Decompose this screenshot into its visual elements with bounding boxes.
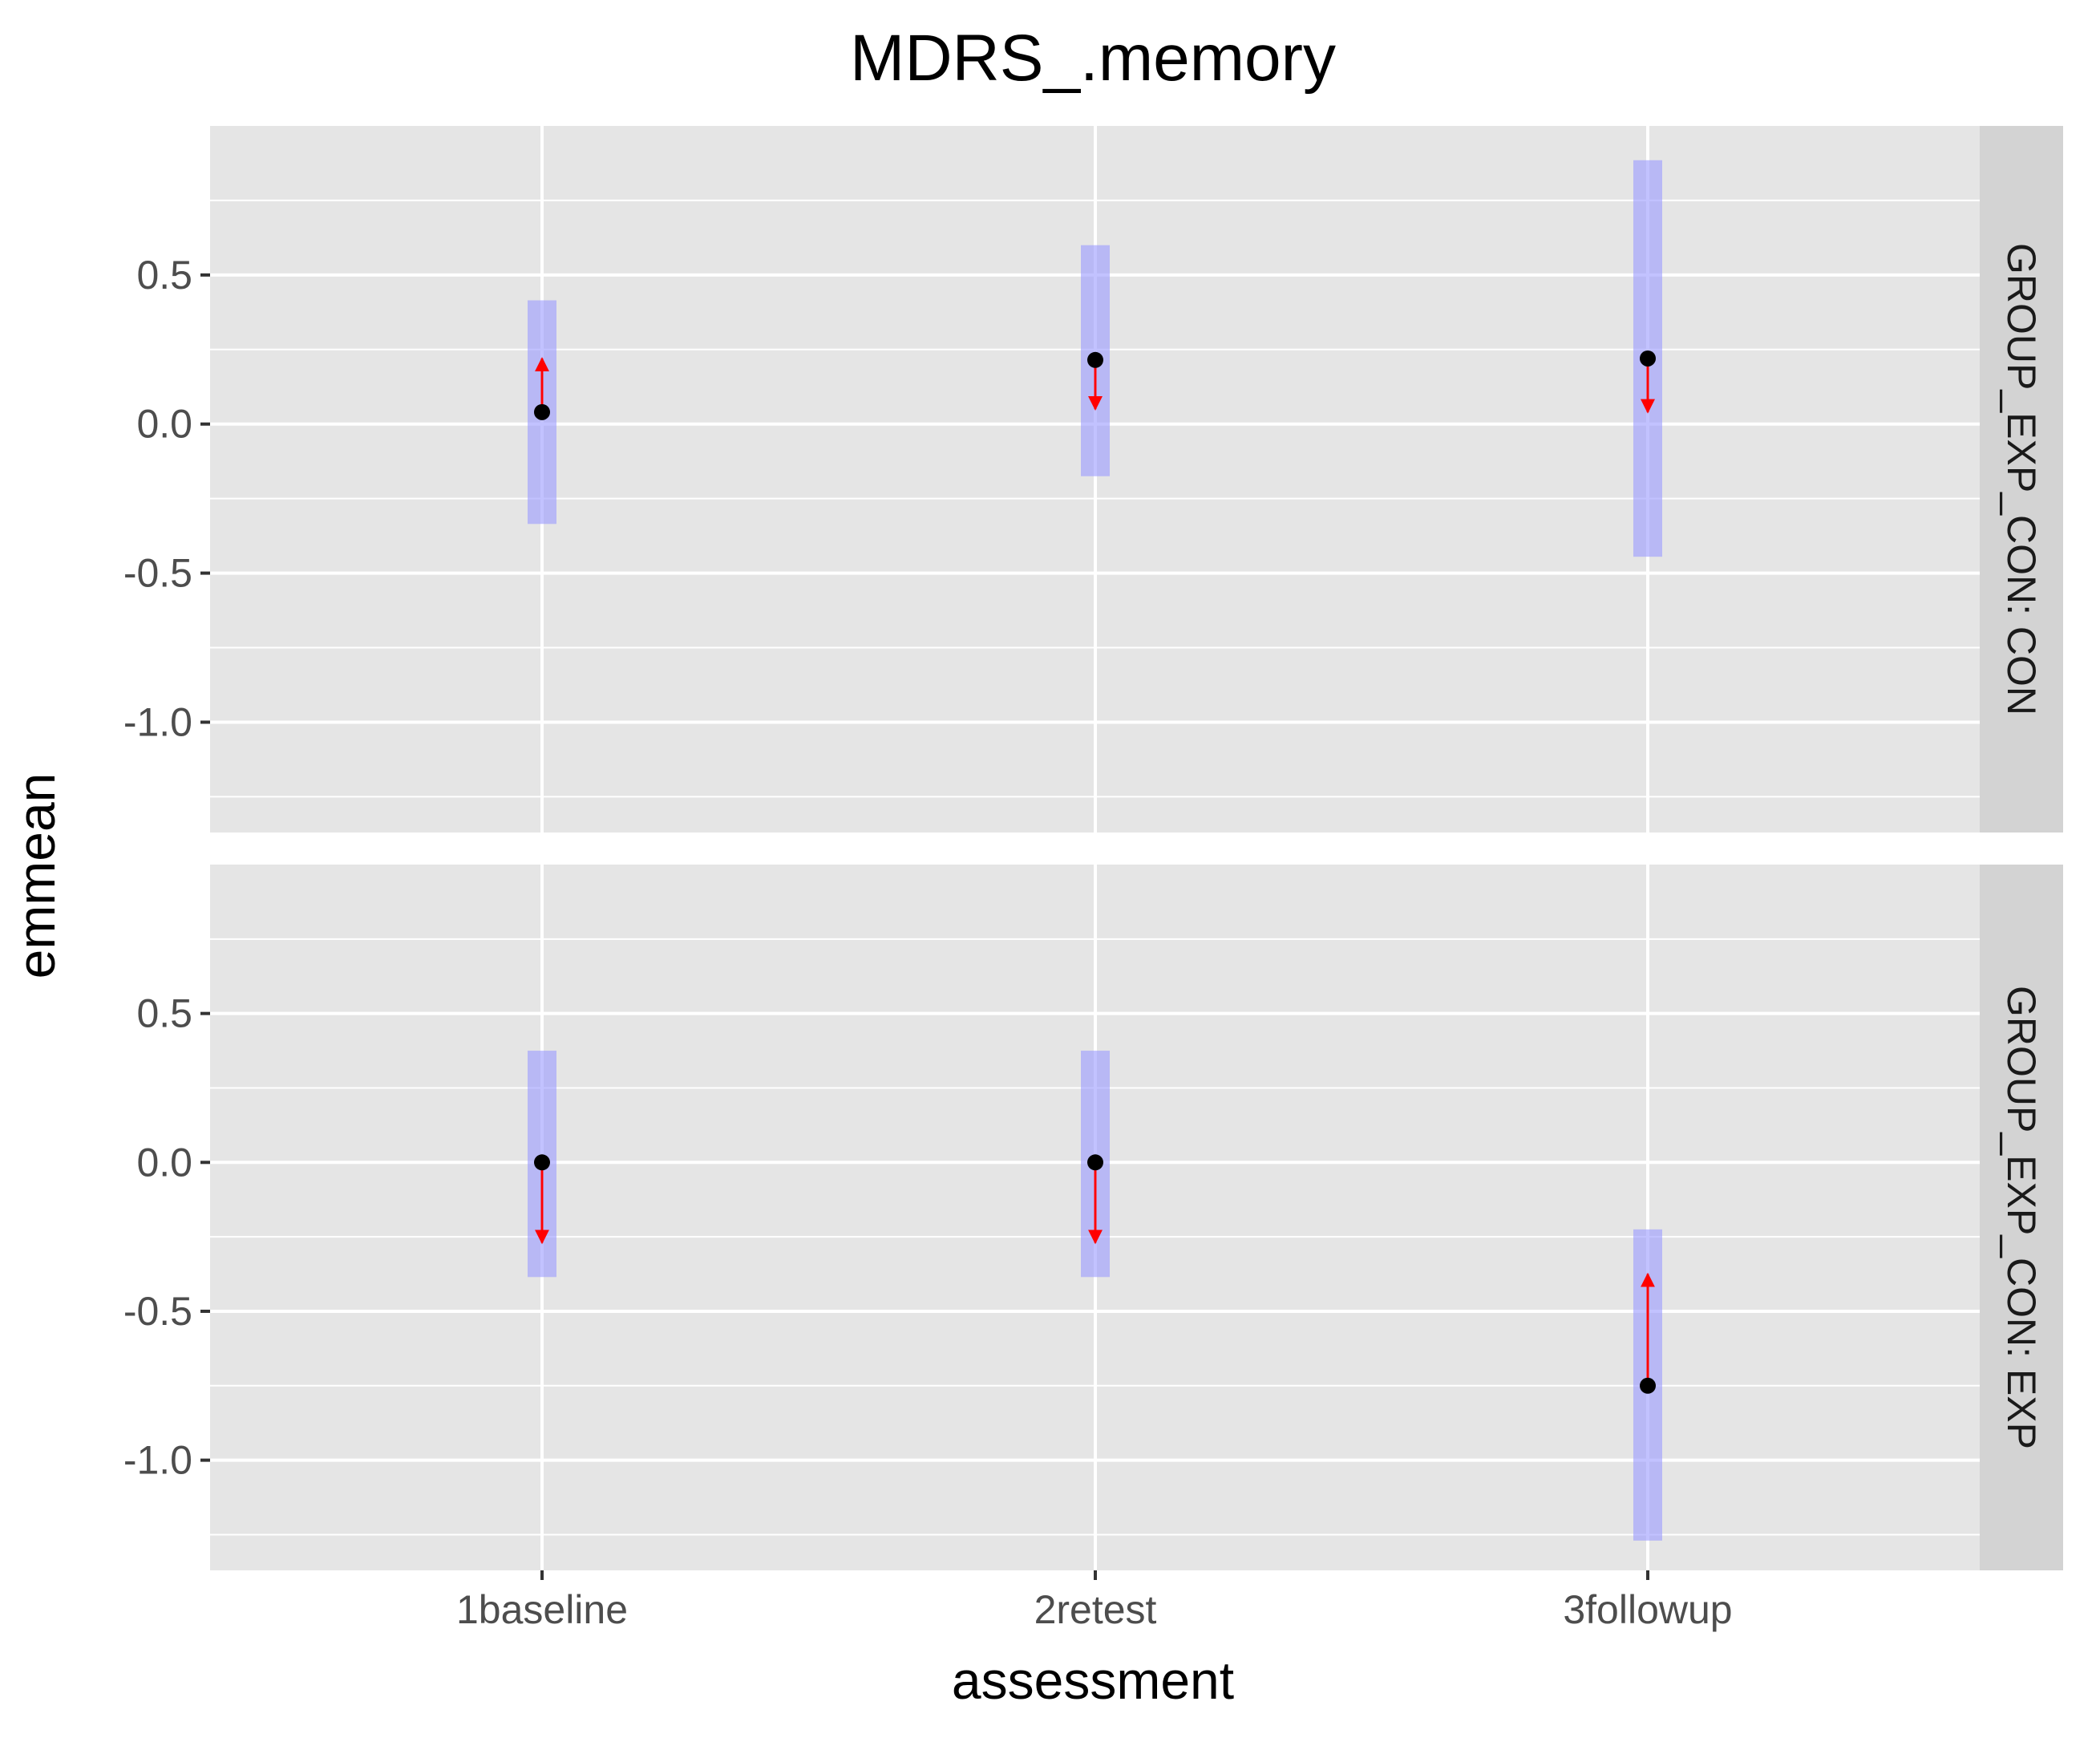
emmean-point	[1640, 350, 1656, 367]
chart-title: MDRS_.memory	[850, 22, 1336, 95]
emmean-point	[534, 403, 550, 420]
facet-strip	[1980, 865, 2063, 1570]
facet-panels: 0.5 0.0 -0.5 -1.0 GROUP_EXP_CON: CON 0.5 0.0 -0…	[123, 126, 2063, 1570]
x-tick-label: 2retest	[1034, 1587, 1157, 1632]
x-axis: 1baseline 2retest 3followup	[456, 1570, 1733, 1632]
x-axis-title: assessment	[952, 1651, 1234, 1710]
facet-panel-1: 0.5 0.0 -0.5 -1.0 GROUP_EXP_CON: CON	[123, 126, 2063, 833]
y-tick-label: 0.5	[136, 991, 192, 1036]
emmean-point	[534, 1154, 550, 1171]
facet-panel-2: 0.5 0.0 -0.5 -1.0 GROUP_EXP_CON: EXP	[123, 865, 2063, 1570]
facet-strip-label: GROUP_EXP_CON: EXP	[1999, 986, 2044, 1449]
emmean-point	[1640, 1377, 1656, 1394]
facet-strip	[1980, 126, 2063, 833]
y-tick-label: -1.0	[123, 699, 192, 744]
emmean-point	[1087, 1154, 1103, 1171]
facet-strip-label: GROUP_EXP_CON: CON	[1999, 243, 2044, 715]
y-tick-label: 0.0	[136, 1140, 192, 1185]
x-tick-label: 1baseline	[456, 1587, 628, 1632]
x-tick-label: 3followup	[1563, 1587, 1732, 1632]
y-tick-label: 0.0	[136, 402, 192, 447]
y-axis-title: emmean	[6, 773, 66, 979]
y-tick-label: -1.0	[123, 1438, 192, 1483]
y-tick-label: 0.5	[136, 253, 192, 298]
y-tick-label: -0.5	[123, 1289, 192, 1334]
y-tick-label: -0.5	[123, 551, 192, 596]
emmean-point	[1087, 351, 1103, 368]
